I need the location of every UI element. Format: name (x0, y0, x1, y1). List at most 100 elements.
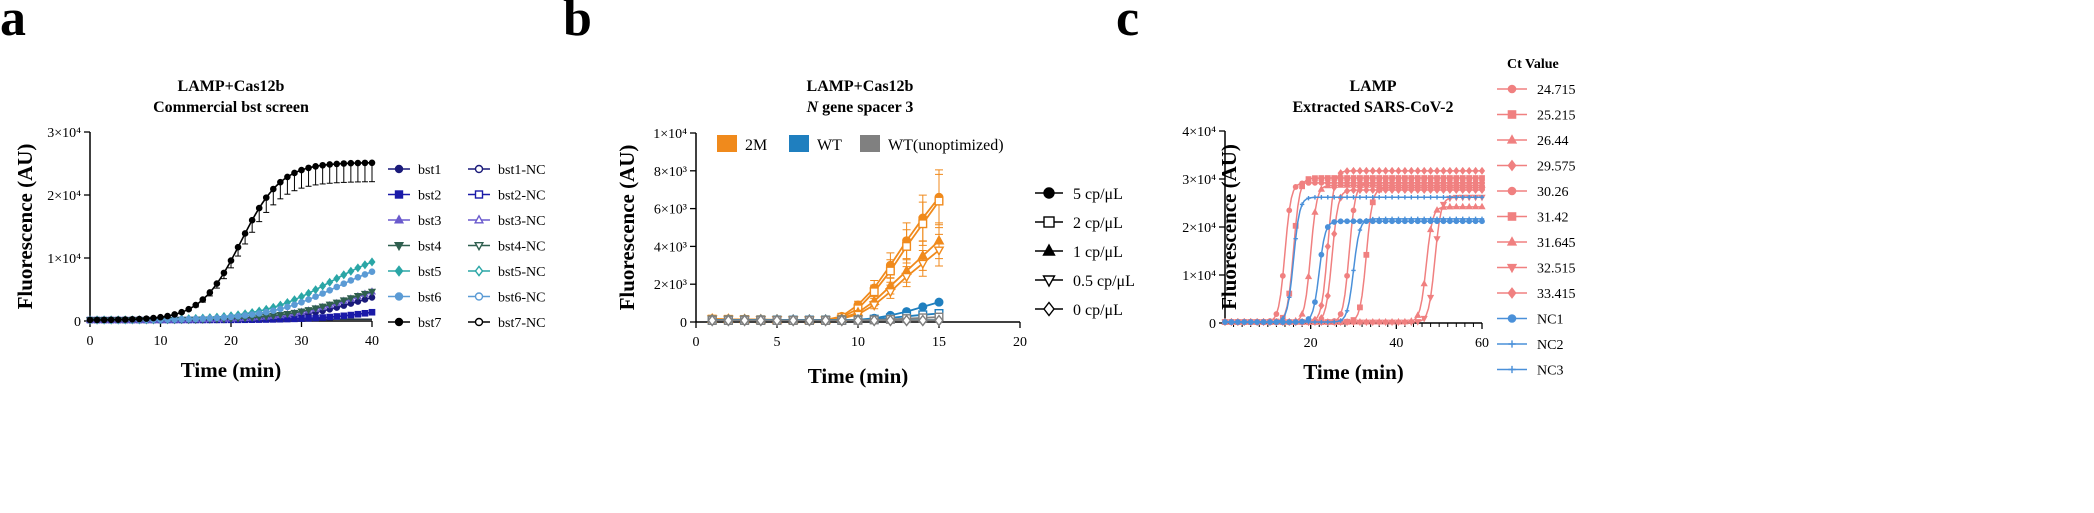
x-axis-label: Time (min) (1303, 360, 1404, 384)
data-point-NC3 (1338, 318, 1343, 323)
data-point-NC2 (1415, 195, 1420, 200)
data-point-25.215 (1395, 175, 1402, 181)
data-point-30.26 (1363, 180, 1370, 187)
data-point-bst4 (311, 305, 320, 313)
data-point-bst7 (361, 159, 369, 167)
data-point (885, 288, 896, 298)
data-point-bst6 (340, 280, 348, 287)
data-point-25.215 (1446, 175, 1453, 181)
data-point-33.415 (1395, 166, 1402, 175)
data-point-bst7 (340, 160, 348, 167)
data-point-NC3 (1460, 216, 1465, 222)
legend-label-concentration: 5 cp/μL (1073, 186, 1123, 203)
data-point (917, 259, 929, 270)
data-point-33.415 (1363, 166, 1370, 175)
data-point (739, 314, 750, 327)
data-point-bst6 (213, 314, 221, 322)
data-point-24.715 (1292, 184, 1299, 190)
data-point-31.42 (1395, 184, 1402, 191)
data-point-bst5 (312, 285, 320, 295)
data-point-bst7 (248, 216, 256, 224)
data-point-25.215 (1440, 175, 1447, 181)
data-point (901, 272, 912, 283)
data-point-bst4 (297, 308, 306, 316)
data-point-bst2 (305, 315, 312, 322)
data-point (885, 266, 895, 276)
data-point-bst4 (304, 307, 313, 315)
legend-swatch-WT(unoptimized) (860, 135, 880, 152)
data-point-33.415 (1408, 166, 1415, 175)
legend-swatch-WT (789, 135, 809, 152)
data-point-bst7 (291, 169, 298, 177)
data-point-NC3 (1242, 319, 1247, 325)
data-point (837, 314, 847, 327)
data-point-26.44 (1317, 185, 1325, 192)
data-point-bst6 (326, 286, 334, 294)
data-point-bst4 (360, 290, 369, 299)
legend-marker-31.645 (1506, 236, 1518, 246)
legend-label-NC3: NC3 (1537, 364, 1563, 379)
data-point-31.645 (1459, 202, 1467, 210)
data-point-bst6 (298, 298, 305, 306)
x-tick-label: 10 (154, 334, 168, 349)
data-point-25.215 (1312, 175, 1318, 182)
data-point-24.715 (1273, 311, 1280, 317)
data-point-33.415 (1433, 166, 1441, 175)
data-point-NC1 (1350, 218, 1357, 225)
panel-c-chart: LAMP Extracted SARS-CoV-2 20 40 60 0 1×10⁴ 2×10… (1182, 57, 1575, 384)
data-point-33.415 (1382, 166, 1389, 175)
data-point-31.645 (1433, 206, 1441, 213)
data-point-33.415 (1350, 166, 1357, 175)
data-point-bst7 (305, 164, 312, 172)
data-point-bst6 (277, 305, 284, 313)
data-point-bst4 (339, 297, 348, 305)
y-tick-label: 1×10⁴ (47, 252, 81, 267)
data-point-NC3 (1229, 319, 1234, 325)
data-point-NC3 (1293, 319, 1298, 325)
data-point-NC3 (1248, 319, 1253, 325)
data-point-bst7 (298, 166, 305, 174)
data-point-bst6 (319, 290, 326, 297)
data-point-bst4 (318, 303, 327, 311)
data-point-NC2 (1428, 195, 1433, 200)
data-point-bst4 (353, 293, 362, 301)
legend-marker-30.26 (1507, 186, 1517, 196)
y-tick-label: 3×10⁴ (47, 126, 81, 141)
panel-label-b: b (563, 0, 592, 47)
data-point-NC3 (1319, 319, 1324, 325)
data-point-26.44 (1298, 310, 1306, 317)
data-point-NC2 (1421, 195, 1427, 200)
data-point-bst5 (305, 288, 313, 298)
data-point-bst6 (255, 310, 263, 317)
data-point-33.415 (1446, 166, 1453, 175)
data-point-31.42 (1440, 184, 1447, 191)
data-point-32.515 (1439, 201, 1448, 209)
data-point-31.42 (1479, 184, 1485, 191)
data-point-25.215 (1318, 175, 1325, 181)
data-point-bst6 (262, 308, 270, 316)
legend-marker (1042, 275, 1056, 288)
data-point (853, 314, 863, 327)
chart-title-word: N (806, 99, 820, 116)
data-point-33.415 (1401, 166, 1408, 175)
data-point-NC2 (1479, 195, 1485, 200)
data-point-NC2 (1383, 195, 1388, 200)
data-point-32.515 (1382, 319, 1390, 327)
data-point-NC2 (1447, 195, 1453, 200)
data-point-24.715 (1312, 179, 1318, 186)
data-point-NC2 (1319, 195, 1324, 200)
legend-marker-NC1 (1507, 314, 1517, 323)
y-tick-label: 2×10³ (654, 278, 687, 293)
data-point-31.42 (1466, 184, 1473, 191)
data-point-24.715 (1279, 272, 1286, 279)
legend-swatch-2M (717, 135, 737, 152)
data-point-30.26 (1479, 179, 1485, 186)
data-point-bst7 (277, 178, 284, 186)
series-line-25.215 (1225, 177, 1482, 323)
data-point-25.215 (1408, 175, 1415, 181)
data-point-bst2 (361, 309, 369, 317)
data-point-NC3 (1351, 268, 1356, 273)
data-point-NC1 (1331, 219, 1338, 225)
data-point-NC2 (1434, 195, 1440, 200)
data-point (804, 314, 815, 327)
